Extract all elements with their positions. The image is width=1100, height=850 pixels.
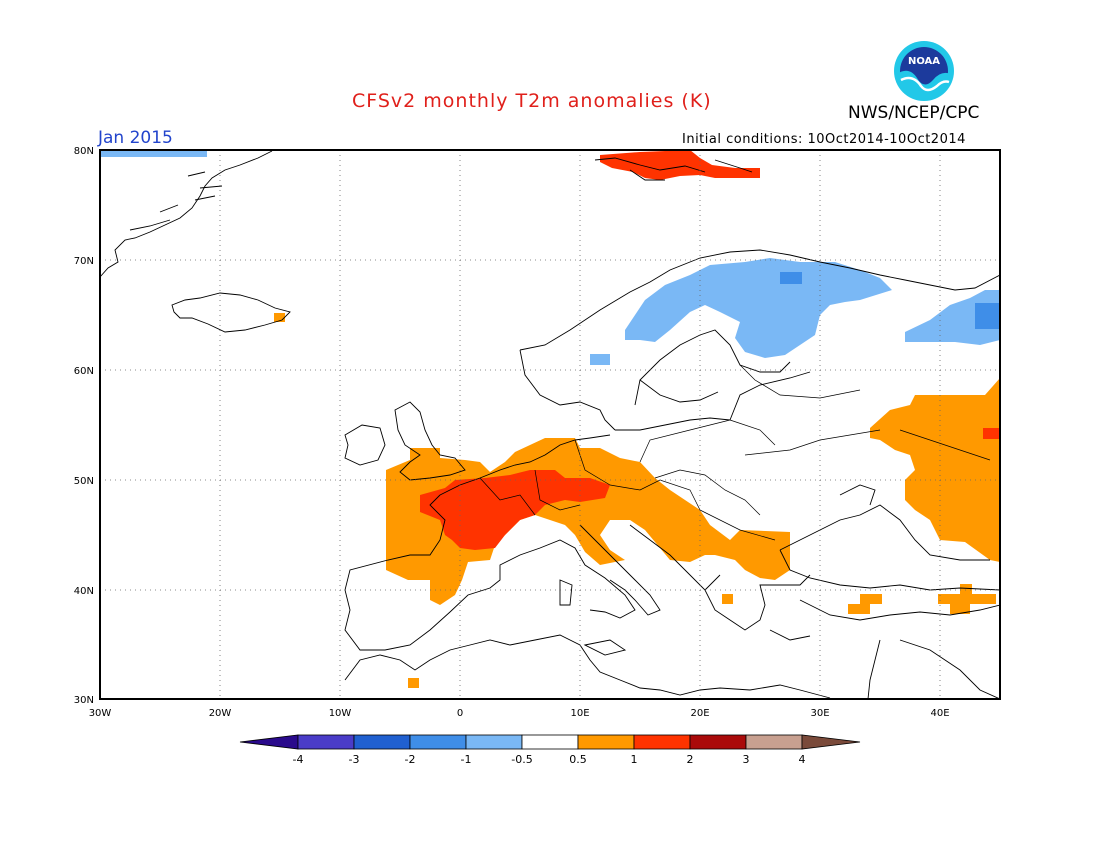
coastline-scandinavia (519, 249, 1000, 431)
lon-label: 30W (89, 708, 112, 719)
legend-level-label: -0.5 (511, 753, 532, 766)
anomaly-region-russia-warm (870, 378, 1000, 562)
lon-label: 40E (930, 708, 949, 719)
legend-swatch (465, 734, 523, 750)
color-legend: -4 -3 -2 -1 -0.5 0.5 1 2 3 4 (239, 734, 861, 766)
coastline-svalbard (594, 157, 753, 181)
legend-swatch (577, 734, 635, 750)
legend-swatch (521, 734, 579, 750)
coastline-middle-east (867, 639, 1000, 699)
lat-label: 60N (74, 366, 94, 377)
coastline-black-sea (779, 484, 1000, 591)
legend-level-label: -1 (461, 753, 472, 766)
lat-label: 50N (74, 476, 94, 487)
lat-label: 40N (74, 586, 94, 597)
coastline-british-isles (394, 401, 466, 481)
legend-swatch (633, 734, 691, 750)
coastline-baltic (615, 371, 811, 431)
coastline-greenland-islands (129, 171, 223, 231)
coastline-western-europe (344, 434, 636, 651)
coastline-turkey (799, 599, 1000, 621)
lat-label: 30N (74, 695, 94, 706)
legend-arrow-high (801, 734, 861, 750)
anomaly-region-russia-hot (983, 428, 1000, 439)
legend-swatch (409, 734, 467, 750)
lon-label: 20W (209, 708, 232, 719)
longitude-labels: 30W 20W 10W 0 10E 20E 30E 40E (89, 708, 950, 719)
forecast-period-label: Jan 2015 (98, 128, 173, 148)
anomaly-region-turkey-warm (848, 594, 882, 614)
chart-title: CFSv2 monthly T2m anomalies (K) (352, 90, 712, 112)
anomaly-region-nw-russia-core (975, 303, 1000, 329)
anomaly-region-greenland-cold (100, 150, 207, 157)
lon-label: 10W (329, 708, 352, 719)
graticule (100, 150, 1000, 699)
legend-swatch (353, 734, 411, 750)
latitude-labels: 80N 70N 60N 50N 40N 30N (74, 146, 94, 706)
coastline-iceland (171, 292, 291, 333)
lon-label: 0 (457, 708, 463, 719)
lat-label: 80N (74, 146, 94, 157)
anomaly-fields (100, 150, 1000, 688)
legend-swatch (689, 734, 747, 750)
anomaly-region-caucasus-warm (938, 584, 996, 614)
lon-label: 30E (810, 708, 829, 719)
noaa-logo-text: NOAA (908, 56, 940, 67)
coastline-ireland (344, 424, 386, 466)
noaa-logo: NOAA (894, 41, 954, 101)
anomaly-region-greece-warm (722, 594, 733, 604)
lat-label: 70N (74, 256, 94, 267)
anomaly-region-morocco-warm (408, 678, 419, 688)
organization-label: NWS/NCEP/CPC (848, 103, 980, 123)
initial-conditions-label: Initial conditions: 10Oct2014-10Oct2014 (682, 132, 966, 147)
legend-swatch (297, 734, 355, 750)
map-frame (99, 149, 1001, 700)
legend-level-label: 2 (687, 753, 694, 766)
legend-level-label: 3 (743, 753, 750, 766)
legend-level-label: -2 (405, 753, 416, 766)
anomaly-region-france-hot (420, 470, 610, 550)
lon-label: 20E (690, 708, 709, 719)
legend-level-label: 1 (631, 753, 638, 766)
legend-level-label: 0.5 (569, 753, 587, 766)
anomaly-region-norway-coast-cold (590, 354, 610, 365)
coastlines (100, 150, 1000, 699)
legend-swatch (745, 734, 803, 750)
legend-level-label: 4 (799, 753, 806, 766)
lon-label: 10E (570, 708, 589, 719)
coastline-balkans (629, 524, 811, 641)
coastline-italy (559, 524, 661, 656)
legend-level-label: -3 (349, 753, 360, 766)
anomaly-region-iceland-warm (274, 313, 285, 322)
legend-level-label: -4 (293, 753, 304, 766)
legend-arrow-low (239, 734, 299, 750)
anomaly-region-svalbard-hot (600, 150, 760, 180)
anomaly-region-scandinavia-cold (625, 258, 892, 358)
coastline-greenland (100, 150, 273, 278)
anomaly-region-finland-core (780, 272, 802, 284)
